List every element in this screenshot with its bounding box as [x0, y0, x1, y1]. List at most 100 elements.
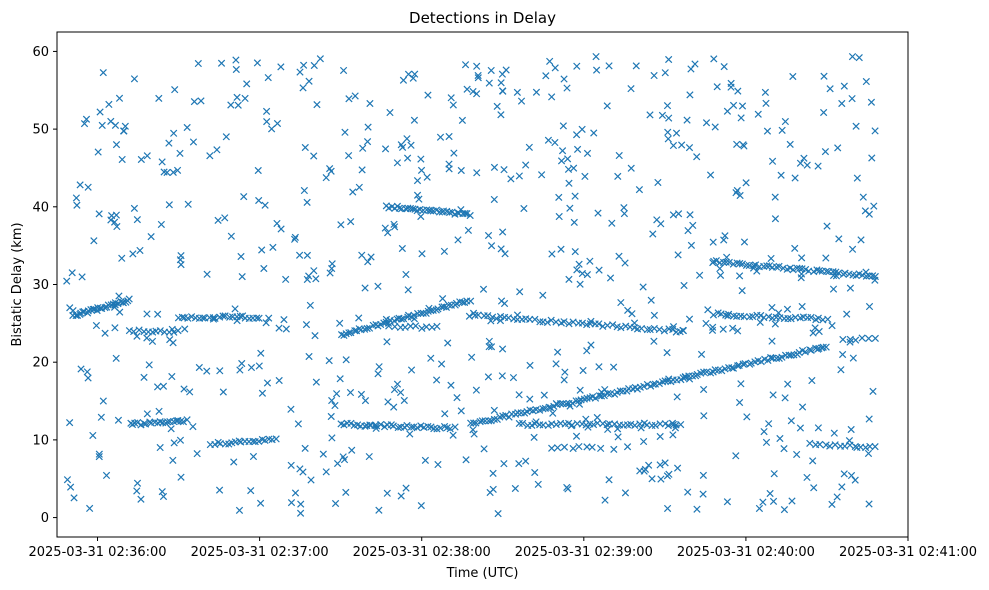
data-point — [457, 407, 465, 415]
data-point — [700, 368, 708, 376]
data-point — [255, 314, 263, 322]
data-point — [780, 505, 789, 514]
data-point — [384, 398, 392, 406]
data-point — [73, 201, 81, 209]
data-point — [795, 264, 804, 273]
data-point — [184, 314, 192, 322]
data-point — [407, 141, 415, 149]
data-point — [681, 372, 689, 381]
data-point — [771, 193, 779, 201]
data-point — [66, 419, 74, 427]
data-point — [427, 354, 435, 362]
data-point — [77, 365, 85, 373]
data-point — [280, 316, 288, 324]
data-point — [862, 77, 870, 86]
data-point — [273, 219, 281, 228]
data-point — [814, 424, 823, 432]
data-point — [679, 374, 687, 382]
data-point — [89, 431, 97, 440]
data-point — [310, 152, 318, 160]
data-point — [788, 497, 796, 505]
data-point — [130, 204, 139, 213]
data-point — [384, 229, 392, 237]
data-point — [347, 328, 355, 337]
data-point — [396, 388, 405, 397]
data-point — [768, 337, 776, 345]
data-point — [216, 367, 224, 375]
data-point — [269, 243, 277, 252]
data-point — [604, 389, 612, 398]
data-point — [605, 476, 613, 484]
data-point — [199, 314, 207, 322]
data-point — [572, 131, 581, 139]
data-point — [466, 211, 474, 220]
chart-title: Detections in Delay — [409, 9, 556, 27]
data-point — [275, 376, 283, 385]
data-point — [63, 277, 71, 285]
data-point — [665, 375, 673, 383]
data-point — [303, 198, 311, 206]
data-point — [287, 461, 295, 469]
data-point — [789, 266, 797, 274]
data-point — [734, 327, 742, 335]
data-point — [253, 59, 262, 67]
data-point — [90, 237, 98, 245]
data-point — [399, 315, 408, 323]
data-point — [238, 359, 246, 368]
data-point — [464, 226, 473, 234]
data-point — [83, 368, 91, 376]
data-point — [257, 349, 265, 357]
data-point — [136, 246, 144, 255]
data-point — [716, 271, 725, 279]
data-point — [130, 327, 138, 336]
data-point — [570, 218, 578, 227]
data-point — [467, 353, 476, 361]
data-point — [650, 337, 658, 345]
data-point — [86, 504, 94, 513]
data-point — [576, 280, 584, 288]
data-point — [221, 440, 230, 448]
data-point — [496, 316, 505, 325]
data-point — [112, 140, 121, 149]
data-point — [840, 82, 848, 90]
data-point — [738, 102, 747, 110]
data-point — [735, 272, 744, 280]
data-point — [776, 434, 784, 443]
data-point — [677, 420, 685, 429]
data-point — [604, 425, 612, 434]
data-point — [757, 357, 765, 366]
data-point — [783, 305, 792, 313]
data-point — [740, 238, 749, 246]
data-point — [282, 275, 290, 284]
data-point — [233, 93, 241, 101]
y-tick-label: 30 — [32, 278, 49, 293]
data-point — [441, 410, 449, 418]
y-tick-label: 0 — [41, 511, 49, 526]
data-point — [111, 121, 120, 129]
data-point — [762, 99, 770, 107]
data-point — [233, 317, 241, 325]
data-point — [258, 246, 266, 254]
data-point — [232, 65, 240, 74]
data-point — [492, 314, 501, 323]
data-point — [355, 314, 363, 322]
data-point — [699, 471, 708, 480]
data-point — [831, 441, 839, 449]
data-point — [447, 94, 455, 102]
data-point — [183, 123, 191, 132]
data-point — [561, 368, 569, 376]
data-point — [425, 304, 433, 312]
data-point — [312, 275, 320, 283]
data-point — [194, 59, 202, 68]
data-point — [578, 319, 587, 327]
data-point — [661, 69, 669, 77]
data-point — [664, 135, 672, 143]
data-point — [723, 498, 732, 506]
data-point — [404, 286, 412, 294]
data-point — [287, 499, 296, 507]
data-point — [339, 453, 347, 461]
data-point — [375, 363, 383, 371]
data-point — [569, 444, 577, 453]
data-point — [63, 476, 72, 484]
data-point — [249, 437, 257, 445]
